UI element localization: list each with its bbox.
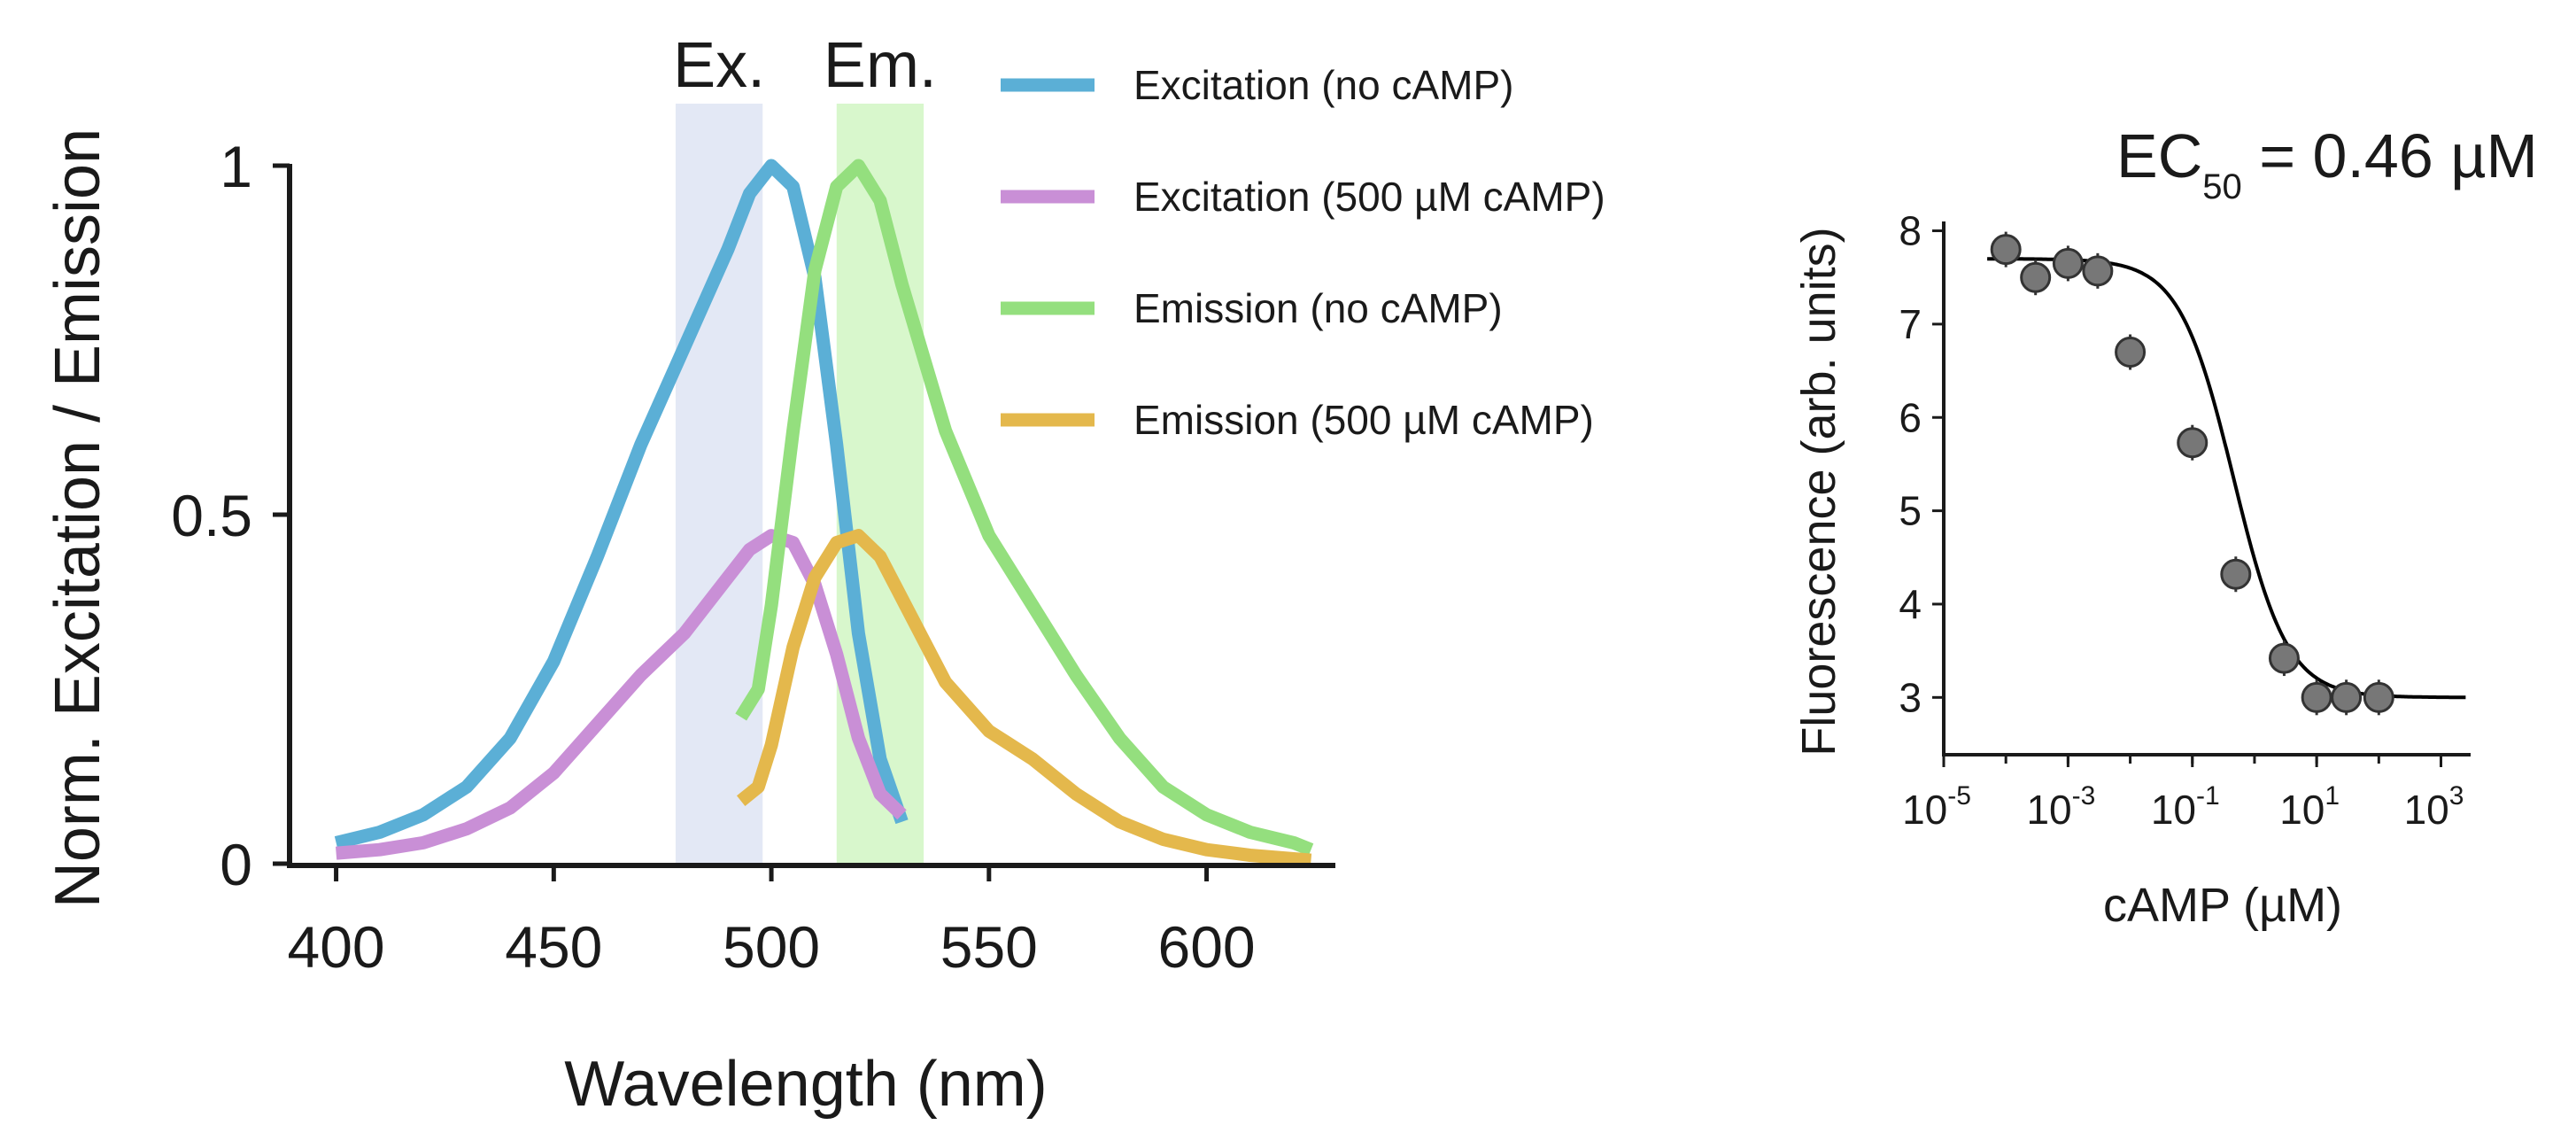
series-line-1: [335, 529, 907, 860]
x-tick-label-0: 400: [288, 914, 385, 980]
spectra-axes: 400 450 500 550 600 0 0.5 1: [171, 134, 1335, 980]
fit-curve: [1987, 257, 2466, 700]
dose-y-tick-label-2: 5: [1899, 488, 1922, 534]
band-label-1: Em.: [824, 30, 937, 101]
legend-label-1: Excitation (500 µM cAMP): [1133, 174, 1605, 220]
dose-y-tick-label-3: 6: [1899, 394, 1922, 440]
dose-x-tick-base-4: 10: [2404, 787, 2449, 833]
y-tick-label-1: 0.5: [171, 483, 252, 548]
data-point-8: [2301, 681, 2332, 713]
series-line-2: [735, 159, 1314, 857]
x-tick-label-1: 450: [505, 914, 602, 980]
dose-x-tick-label-0: 10-5: [1902, 781, 1971, 833]
data-point-4: [2115, 337, 2147, 368]
y-axis-label: Norm. Excitation / Emission: [43, 128, 113, 908]
dose-x-tick-label-2: 10-1: [2151, 781, 2220, 833]
legend-label-3: Emission (500 µM cAMP): [1133, 397, 1594, 443]
spectra-chart: Ex. Em. 400 450 500 550 600 0 0.5 1 Wavelength (…: [43, 30, 1605, 1120]
data-point-1: [2020, 261, 2052, 293]
dose-x-tick-exp-0: -5: [1947, 781, 1971, 811]
dose-x-tick-label-4: 103: [2404, 781, 2464, 833]
data-point-6: [2220, 558, 2252, 590]
dose-x-tick-exp-1: -3: [2072, 781, 2096, 811]
dose-x-tick-exp-2: -1: [2196, 781, 2220, 811]
data-points: [1990, 231, 2394, 716]
ec50-subscript: 50: [2202, 167, 2242, 206]
data-point-2: [2052, 247, 2084, 279]
legend-label-0: Excitation (no cAMP): [1133, 62, 1513, 108]
highlight-bands: [675, 104, 924, 864]
data-point-5: [2177, 427, 2209, 459]
dose-x-tick-label-3: 101: [2279, 781, 2340, 833]
data-point-9: [2331, 681, 2363, 713]
data-point-3: [2082, 255, 2114, 287]
dose-x-tick-label-1: 10-3: [2026, 781, 2095, 833]
dose-x-tick-base-2: 10: [2151, 787, 2196, 833]
series-line-3: [736, 529, 1312, 867]
dose-x-tick-base-0: 10: [1902, 787, 1947, 833]
data-point-10: [2363, 681, 2394, 713]
ec50-value: = 0.46 µM: [2242, 121, 2538, 190]
y-tick-label-2: 1: [220, 134, 252, 199]
dose-y-tick-label-5: 8: [1899, 208, 1922, 254]
dose-x-tick-base-3: 10: [2279, 787, 2325, 833]
dose-y-tick-label-4: 7: [1899, 301, 1922, 347]
x-axis-label: Wavelength (nm): [564, 1049, 1048, 1120]
ec50-label: EC50 = 0.46 µM: [2116, 121, 2538, 206]
dose-x-tick-exp-4: 3: [2449, 781, 2464, 811]
x-tick-label-4: 600: [1157, 914, 1255, 980]
dose-y-tick-label-0: 3: [1899, 674, 1922, 720]
dose-x-axis-label: cAMP (µM): [2103, 879, 2342, 932]
band-label-0: Ex.: [673, 30, 765, 101]
dose-x-tick-exp-3: 1: [2325, 781, 2340, 811]
x-tick-label-2: 500: [723, 914, 820, 980]
data-point-0: [1990, 234, 2022, 266]
dose-x-tick-base-1: 10: [2026, 787, 2071, 833]
x-tick-label-3: 550: [940, 914, 1038, 980]
dose-y-tick-label-1: 4: [1899, 581, 1922, 627]
data-point-7: [2268, 642, 2300, 674]
y-tick-label-0: 0: [220, 832, 252, 897]
legend-label-2: Emission (no cAMP): [1133, 285, 1503, 331]
band-labels: Ex. Em.: [673, 30, 937, 101]
legend: Excitation (no cAMP) Excitation (500 µM c…: [1001, 62, 1605, 443]
series-line-0: [334, 159, 909, 850]
ec50-prefix: EC: [2116, 121, 2202, 190]
band-0: [675, 104, 763, 864]
dose-y-axis-label: Fluorescence (arb. units): [1792, 227, 1845, 756]
spectra-series: [334, 159, 1314, 867]
